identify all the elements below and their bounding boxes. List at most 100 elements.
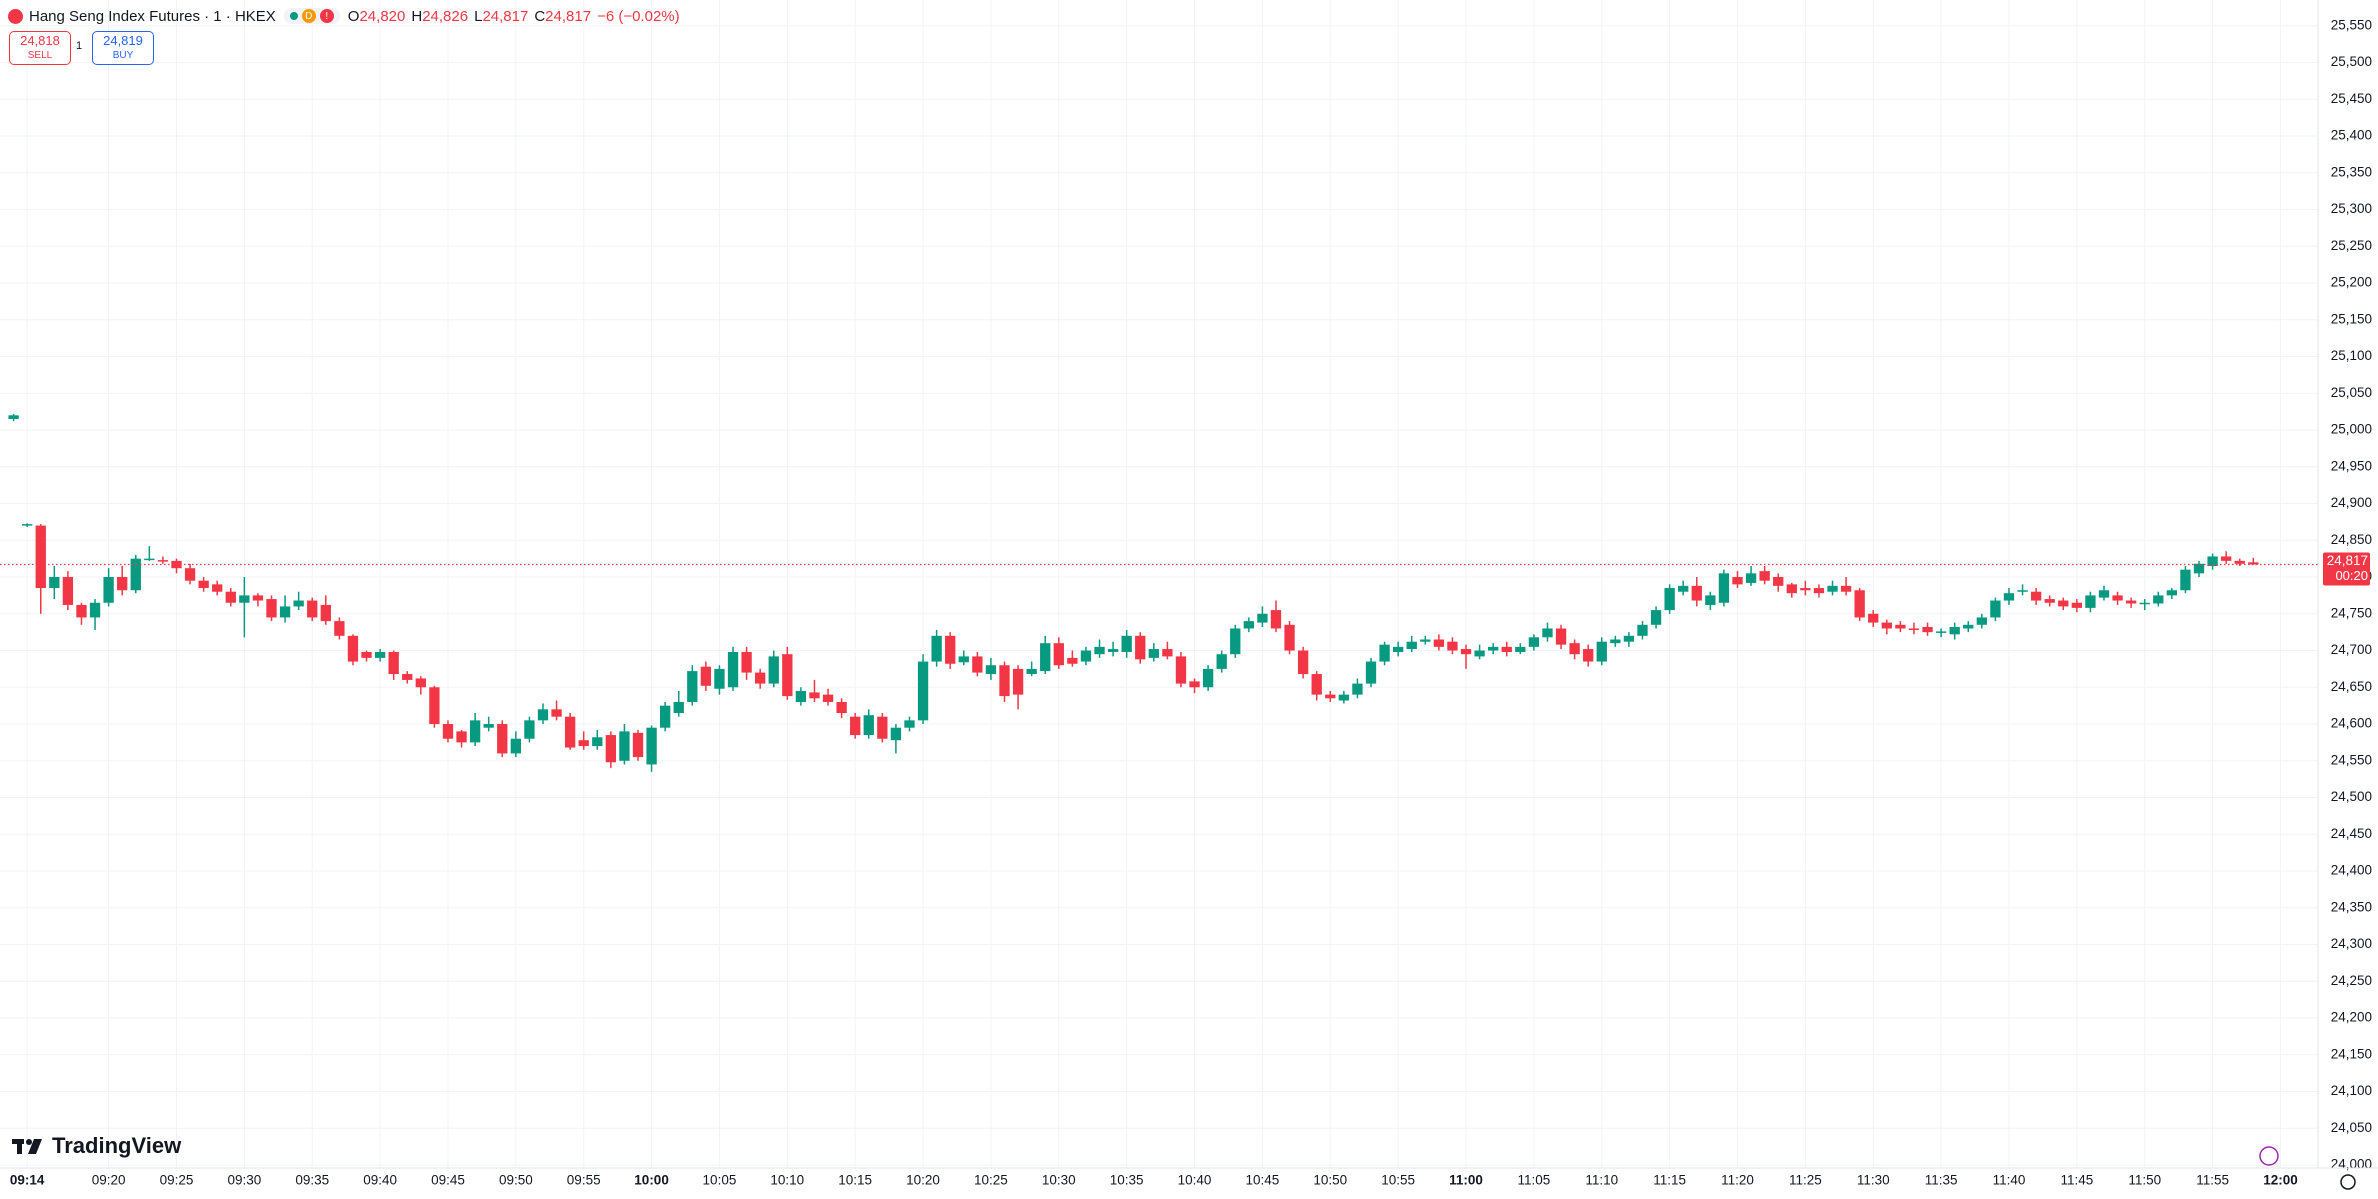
candle-body	[1976, 617, 1987, 625]
x-tick-label: 11:45	[2060, 1173, 2093, 1188]
spread: 1	[76, 40, 83, 52]
candle-body	[334, 621, 345, 636]
candle-body	[293, 600, 304, 607]
candle-body	[564, 716, 576, 748]
x-tick-label: 10:10	[770, 1173, 804, 1188]
candle-body	[592, 737, 603, 747]
candle-body	[415, 678, 426, 688]
status-badges[interactable]: D !	[283, 8, 340, 24]
candle-body	[2139, 602, 2150, 605]
sell-price: 24,818	[20, 33, 60, 48]
countdown-label: 00:20	[2335, 568, 2368, 583]
candle-body	[1868, 613, 1879, 623]
candle-body	[2044, 599, 2055, 603]
candle-body	[2112, 595, 2123, 601]
candle-body	[2058, 600, 2069, 607]
x-tick-label: 11:50	[2128, 1173, 2161, 1188]
y-tick-label: 24,500	[2331, 789, 2372, 804]
y-tick-label: 24,300	[2331, 936, 2372, 951]
x-tick-label: 10:35	[1110, 1173, 1144, 1188]
change-value: −6 (−0.02%)	[597, 7, 680, 25]
candle-body	[1664, 588, 1675, 611]
candle-body	[714, 668, 725, 689]
candle-body	[22, 524, 33, 526]
y-tick-label: 24,050	[2331, 1120, 2372, 1135]
candle-body	[239, 595, 250, 603]
candle-body	[1555, 628, 1567, 645]
candle-body	[184, 568, 196, 581]
candle-body	[822, 694, 834, 702]
candle-body	[1107, 649, 1119, 652]
candle-body	[1284, 624, 1295, 651]
candle-body	[2234, 560, 2245, 564]
candle-body	[1270, 610, 1282, 629]
candle-body	[1691, 585, 1702, 601]
candle-body	[157, 560, 169, 562]
candle-body	[1162, 649, 1173, 657]
candle-body	[1365, 661, 1377, 684]
candle-body	[1745, 573, 1757, 583]
watermark-text: TradingView	[52, 1133, 182, 1158]
low-label: L	[474, 7, 483, 25]
symbol-title[interactable]: Hang Seng Index Futures · 1 · HKEX	[29, 7, 276, 25]
x-tick-label: 09:14	[10, 1173, 45, 1188]
candle-body	[917, 661, 929, 721]
candle-body	[1311, 674, 1322, 695]
candle-body	[890, 727, 902, 741]
candle-body	[1447, 641, 1458, 651]
candle-body	[279, 606, 291, 618]
x-tick-label: 11:10	[1585, 1173, 1618, 1188]
candle-body	[429, 687, 440, 725]
candle-body	[1515, 646, 1526, 652]
candle-body	[1501, 646, 1512, 652]
y-tick-label: 24,600	[2331, 716, 2372, 731]
candle-body	[1474, 650, 1485, 657]
candle-body	[1012, 668, 1024, 695]
x-tick-label: 11:35	[1925, 1173, 1958, 1188]
candle-body	[1922, 627, 1933, 633]
candle-body	[388, 651, 399, 675]
candle-body	[972, 656, 983, 673]
x-tick-label: 11:05	[1517, 1173, 1550, 1188]
y-tick-label: 24,900	[2331, 495, 2372, 510]
low-value: 24,817	[482, 7, 529, 25]
candle-body	[1840, 585, 1852, 592]
candle-body	[35, 525, 46, 589]
x-tick-label: 09:40	[363, 1173, 397, 1188]
candle-body	[985, 665, 997, 675]
candle-body	[2125, 600, 2137, 604]
x-tick-label: 11:15	[1653, 1173, 1686, 1188]
x-tick-label: 11:20	[1721, 1173, 1754, 1188]
sell-button[interactable]: 24,818 SELL	[9, 31, 71, 65]
candle-body	[1650, 610, 1662, 625]
candle-body	[1175, 656, 1187, 684]
candle-body	[1718, 573, 1730, 603]
x-tick-label: 09:35	[295, 1173, 329, 1188]
candle-body	[2003, 593, 2015, 601]
buy-price: 24,819	[103, 33, 143, 48]
candle-body	[782, 654, 793, 697]
candle-body	[2180, 569, 2191, 591]
close-label: C	[534, 7, 546, 25]
candle-body	[1637, 624, 1648, 636]
y-tick-label: 24,000	[2331, 1157, 2372, 1172]
candle-body	[1135, 635, 1146, 660]
candle-body	[117, 577, 128, 591]
x-tick-label: 11:40	[1993, 1173, 2026, 1188]
candle-body	[809, 692, 820, 699]
candle-body	[931, 635, 942, 662]
candle-body	[1610, 639, 1621, 644]
y-tick-label: 25,500	[2331, 54, 2372, 69]
market-status	[289, 12, 298, 20]
watermark[interactable]: TradingView	[12, 1133, 181, 1159]
candle-body	[999, 665, 1010, 697]
y-tick-label: 25,250	[2331, 238, 2372, 253]
x-tick-label: 09:30	[227, 1173, 261, 1188]
y-tick-label: 25,450	[2331, 91, 2372, 106]
buy-button[interactable]: 24,819 BUY	[92, 31, 154, 65]
x-tick-label: 10:25	[974, 1173, 1008, 1188]
open-label: O	[347, 7, 360, 25]
candle-body	[863, 715, 874, 736]
candle-body	[551, 709, 562, 717]
